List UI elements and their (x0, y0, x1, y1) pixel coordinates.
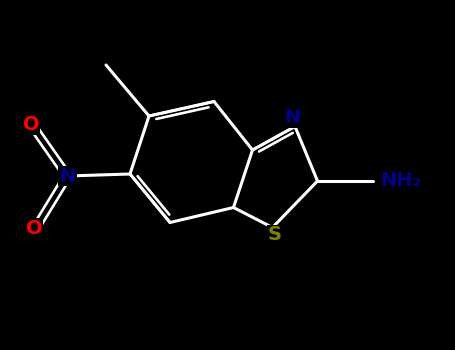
Text: O: O (23, 116, 39, 134)
Text: N: N (284, 108, 301, 127)
Text: N: N (59, 167, 76, 186)
Text: NH₂: NH₂ (380, 172, 421, 190)
Text: O: O (25, 219, 42, 238)
Text: S: S (268, 225, 282, 245)
